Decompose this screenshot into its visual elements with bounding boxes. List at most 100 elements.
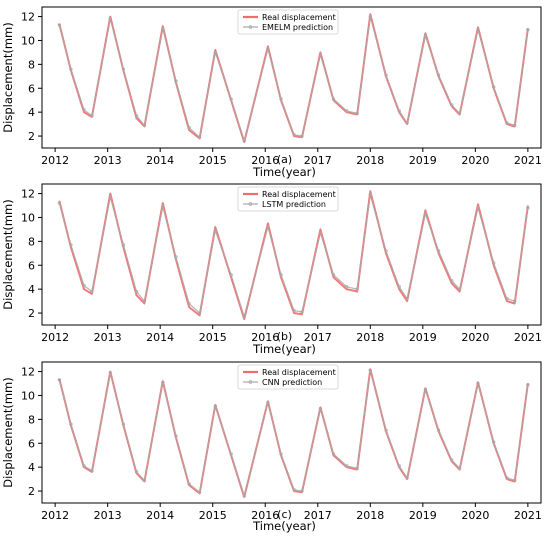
x-tick-label: 2016 (251, 154, 279, 167)
prediction-point (90, 289, 94, 294)
y-tick-label: 12 (21, 188, 35, 201)
prediction-point (266, 47, 270, 51)
prediction-point (505, 297, 509, 301)
prediction-line (58, 369, 529, 497)
prediction-point (345, 285, 349, 289)
x-tick-label: 2017 (304, 509, 332, 522)
prediction-point (213, 228, 217, 233)
prediction-point (242, 314, 246, 319)
prediction-point (121, 67, 126, 71)
x-axis-title: Time(year) (252, 165, 316, 179)
prediction-point (436, 73, 441, 77)
prediction-point (292, 133, 296, 137)
prediction-point (450, 279, 454, 283)
x-tick-label: 2019 (409, 154, 437, 167)
prediction-point (229, 452, 233, 456)
x-tick-label: 2015 (199, 331, 227, 344)
prediction-point (229, 273, 233, 277)
prediction-point (355, 111, 359, 115)
legend-box (237, 186, 339, 212)
prediction-point (69, 243, 73, 247)
series-group (57, 190, 530, 320)
x-tick-label: 2014 (146, 331, 174, 344)
prediction-point (397, 285, 401, 289)
x-tick-label: 2012 (41, 509, 69, 522)
prediction-point (90, 469, 94, 473)
prediction-point (82, 464, 86, 468)
prediction-point (161, 205, 165, 209)
x-tick-label: 2013 (94, 509, 122, 522)
prediction-point (457, 466, 462, 470)
prediction-point (345, 109, 349, 113)
y-tick-label: 2 (28, 307, 35, 320)
x-tick-label: 2020 (461, 154, 489, 167)
prediction-point (368, 368, 372, 373)
panel-label: (c) (277, 508, 292, 521)
y-axis-title: Displacement(mm) (1, 22, 15, 132)
prediction-point (345, 464, 349, 468)
x-tick-label: 2012 (41, 154, 69, 167)
prediction-point (174, 434, 178, 438)
y-tick-label: 6 (28, 82, 35, 95)
x-tick-label: 2020 (461, 331, 489, 344)
prediction-point (90, 114, 94, 118)
prediction-point (266, 400, 270, 405)
prediction-point (405, 121, 409, 125)
panel-label: (b) (277, 330, 293, 343)
prediction-point (492, 85, 496, 89)
prediction-point (436, 428, 441, 432)
prediction-point (174, 255, 178, 259)
prediction-point (242, 494, 246, 498)
prediction-point (242, 139, 246, 143)
prediction-point (450, 458, 454, 462)
prediction-point (57, 378, 61, 382)
prediction-point (318, 231, 323, 235)
prediction-point (134, 114, 139, 118)
legend-box (237, 364, 339, 390)
prediction-point (300, 134, 304, 138)
prediction-point (69, 422, 73, 426)
prediction-point (384, 73, 388, 77)
prediction-point (187, 301, 191, 306)
x-axis-title: Time(year) (252, 342, 316, 356)
legend-label: Real displacement (262, 13, 336, 22)
prediction-point (187, 126, 191, 130)
x-tick-label: 2016 (251, 331, 279, 344)
prediction-point (82, 108, 86, 112)
prediction-point (300, 310, 304, 314)
prediction-point (292, 488, 296, 492)
prediction-point (69, 67, 73, 71)
prediction-point (457, 287, 462, 291)
prediction-point (397, 109, 401, 113)
y-tick-label: 4 (28, 283, 35, 296)
prediction-point (513, 478, 517, 482)
prediction-point (368, 193, 372, 197)
prediction-point (142, 478, 147, 482)
prediction-point (405, 297, 409, 301)
x-tick-label: 2014 (146, 154, 174, 167)
prediction-point (476, 28, 480, 32)
x-tick-label: 2013 (94, 331, 122, 344)
prediction-point (355, 287, 359, 291)
prediction-point (121, 422, 126, 426)
legend-label: Real displacement (262, 368, 336, 377)
prediction-point (457, 111, 462, 115)
y-tick-label: 12 (21, 366, 35, 379)
prediction-point (213, 50, 217, 55)
x-tick-label: 2018 (356, 509, 384, 522)
prediction-line (58, 16, 529, 142)
x-tick-label: 2012 (41, 331, 69, 344)
prediction-point (121, 243, 126, 247)
x-tick-label: 2017 (304, 154, 332, 167)
y-tick-label: 6 (28, 437, 35, 450)
prediction-point (355, 466, 359, 470)
x-tick-label: 2019 (409, 509, 437, 522)
real-displacement-line (58, 190, 529, 320)
prediction-point (492, 261, 496, 265)
prediction-point (142, 299, 147, 303)
x-tick-label: 2015 (199, 509, 227, 522)
prediction-point (134, 470, 139, 474)
x-tick-label: 2017 (304, 331, 332, 344)
legend-label: LSTM prediction (262, 200, 326, 209)
